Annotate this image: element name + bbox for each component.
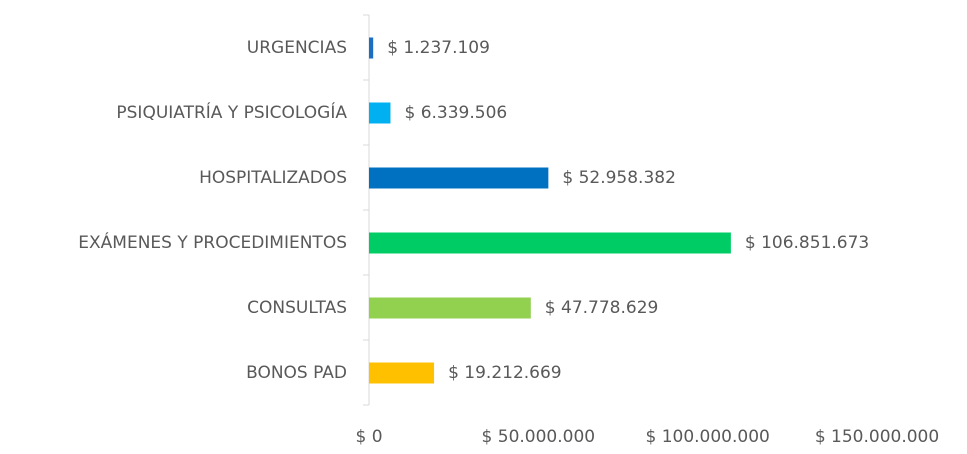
x-tick-label: $ 50.000.000	[482, 427, 596, 447]
y-tick-label: URGENCIAS	[247, 38, 347, 58]
y-tick-label: CONSULTAS	[247, 298, 347, 318]
value-label: $ 1.237.109	[387, 38, 490, 58]
value-label: $ 52.958.382	[562, 168, 676, 188]
y-tick-label: PSIQUIATRÍA Y PSICOLOGÍA	[116, 101, 347, 123]
x-tick-label: $ 100.000.000	[645, 427, 769, 447]
x-tick-label: $ 0	[355, 427, 382, 447]
bar	[369, 167, 549, 189]
y-tick-label: HOSPITALIZADOS	[199, 168, 347, 188]
bar	[369, 232, 731, 254]
bar	[369, 362, 435, 384]
value-label: $ 106.851.673	[745, 233, 869, 253]
value-label: $ 19.212.669	[448, 363, 562, 383]
y-tick-label: BONOS PAD	[246, 363, 347, 383]
value-label: $ 47.778.629	[545, 298, 659, 318]
value-label: $ 6.339.506	[404, 103, 507, 123]
bar	[369, 37, 374, 59]
x-tick-label: $ 150.000.000	[815, 427, 939, 447]
bar	[369, 102, 391, 124]
y-tick-label: EXÁMENES Y PROCEDIMIENTOS	[78, 231, 347, 253]
bar	[369, 297, 531, 319]
